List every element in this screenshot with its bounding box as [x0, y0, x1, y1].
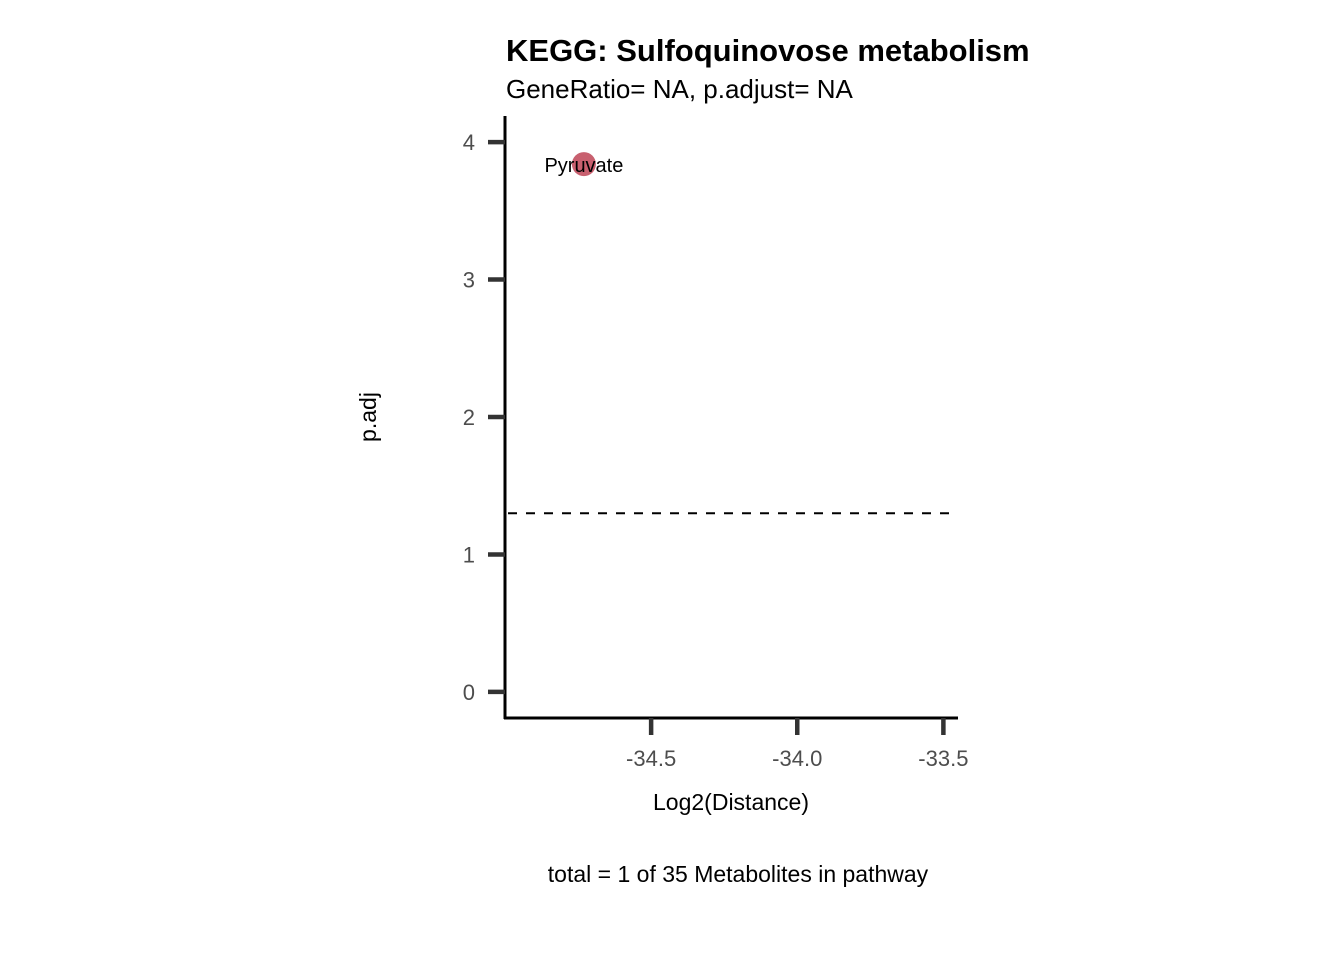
y-axis-title: p.adj — [355, 392, 381, 442]
data-point — [571, 152, 596, 177]
chart-subtitle: GeneRatio= NA, p.adjust= NA — [506, 74, 854, 104]
y-tick-label: 4 — [463, 130, 475, 155]
y-tick-label: 0 — [463, 680, 475, 705]
x-axis-title: Log2(Distance) — [653, 789, 809, 815]
chart-title: KEGG: Sulfoquinovose metabolism — [506, 33, 1030, 68]
y-tick-label: 1 — [463, 542, 475, 567]
x-tick-label: -34.0 — [772, 746, 822, 771]
chart-caption: total = 1 of 35 Metabolites in pathway — [548, 861, 929, 887]
y-axis-ticks: 0 1 2 3 4 — [463, 130, 505, 705]
y-tick-label: 2 — [463, 405, 475, 430]
y-tick-label: 3 — [463, 268, 475, 293]
x-tick-label: -34.5 — [626, 746, 676, 771]
plot-area: Pyruvate — [508, 152, 950, 515]
point-label: Pyruvate — [544, 155, 623, 177]
x-tick-label: -33.5 — [918, 746, 968, 771]
x-axis-ticks: -34.5 -34.0 -33.5 — [626, 718, 968, 771]
